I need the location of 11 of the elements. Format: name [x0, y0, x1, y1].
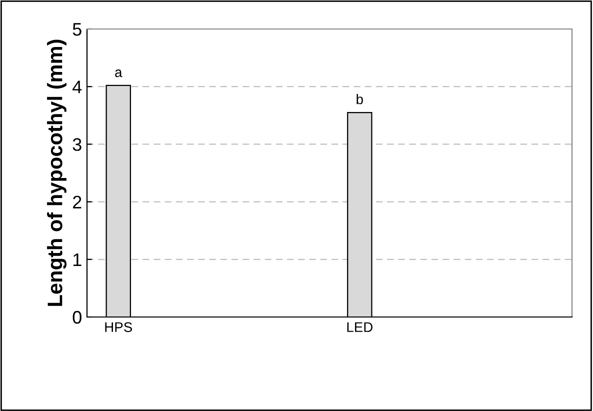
y-tick-label: 5	[72, 23, 82, 36]
x-tick-label: LED	[347, 322, 373, 332]
y-tick-label: 0	[72, 310, 82, 324]
y-tick-label: 1	[73, 254, 82, 266]
annotation: a	[115, 70, 122, 78]
y-tick-label: 3	[72, 138, 82, 151]
y-tick-label: 2	[73, 196, 82, 208]
x-tick-label: HPS	[105, 322, 132, 332]
y-axis-title: Length of hypocothyl (mm)	[47, 40, 67, 306]
y-tick-label: 4	[72, 80, 82, 94]
annotation: b	[356, 94, 363, 104]
